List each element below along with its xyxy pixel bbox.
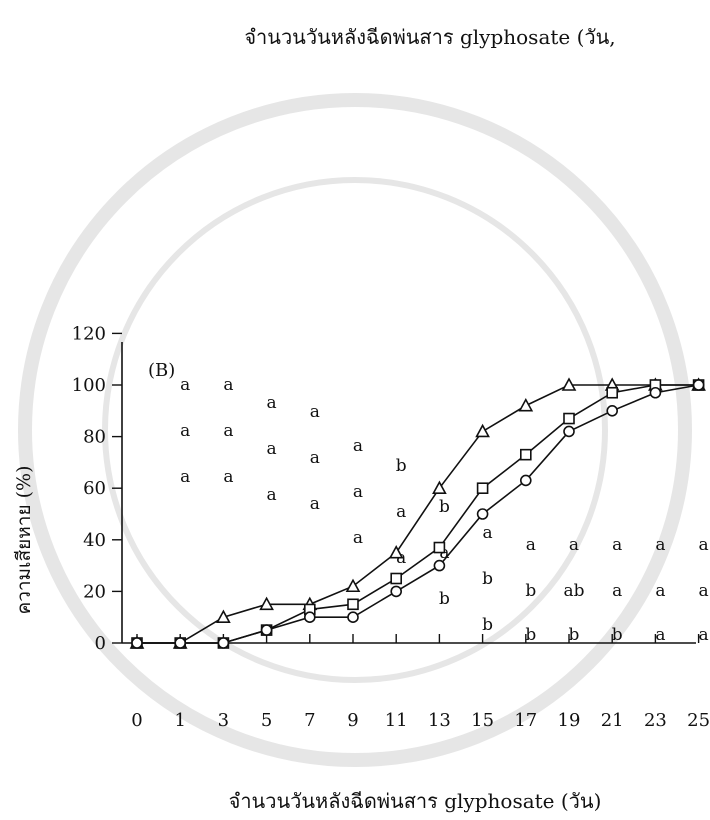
x-tick-label: 1 [174, 710, 185, 731]
significance-letter: a [310, 402, 320, 422]
significance-letter: a [223, 375, 233, 395]
x-tick-label: 19 [558, 710, 581, 731]
circle-point [131, 637, 143, 649]
significance-letter: b [439, 589, 450, 609]
significance-letter: a [655, 625, 665, 645]
y-tick-label: 20 [83, 581, 106, 602]
significance-letter: a [699, 625, 709, 645]
significance-letter: a [180, 421, 190, 441]
x-tick-label: 9 [347, 710, 358, 731]
y-tick-label: 0 [95, 633, 106, 654]
circle-point [347, 611, 359, 624]
y-tick-label: 60 [83, 478, 106, 499]
x-tick-label: 7 [304, 710, 315, 731]
significance-letter: a [612, 535, 622, 555]
circle-point [390, 585, 403, 598]
significance-letter: b [612, 625, 623, 645]
circle-point [303, 611, 316, 624]
significance-letter: a [180, 467, 190, 487]
x-tick-label: 11 [385, 710, 408, 731]
significance-letter: b [525, 581, 536, 601]
circle-point [217, 637, 230, 649]
y-tick-label: 80 [83, 427, 106, 448]
y-axis-ticks: 0 20 40 60 80 100 120 [72, 323, 122, 654]
triangle-point [561, 377, 577, 391]
triangle-point [475, 423, 490, 438]
panel-label: (B) [148, 360, 175, 381]
x-tick-label: 13 [428, 710, 451, 731]
significance-letter: a [699, 535, 709, 555]
significance-letter: a [223, 421, 233, 441]
x-tick-label: 17 [514, 710, 537, 731]
significance-letter: a [612, 581, 622, 601]
significance-letter: a [310, 448, 320, 468]
triangle-point [345, 578, 361, 593]
square-point [390, 572, 403, 585]
circle-point [692, 379, 705, 391]
triangle-point [432, 480, 447, 495]
significance-letter: a [353, 436, 363, 456]
x-tick-label: 21 [601, 710, 624, 731]
square-point [563, 412, 575, 425]
x-tick-label: 25 [687, 710, 710, 731]
y-axis-title: ความเสียหาย (%) [13, 465, 35, 614]
data-series [129, 377, 706, 649]
significance-letter: b [482, 615, 493, 635]
circle-point [174, 637, 186, 649]
x-tick-label: 15 [471, 710, 494, 731]
y-tick-label: 40 [83, 530, 106, 551]
circle-point [260, 624, 273, 636]
significance-letter: a [223, 467, 233, 487]
x-axis-title: จำนวนวันหลังฉีดพ่นสาร glyphosate (วัน) [229, 789, 602, 813]
circle-point [476, 508, 489, 520]
series-line-circle [137, 384, 699, 644]
significance-letter: a [655, 581, 665, 601]
significance-letter: b [396, 456, 407, 476]
significance-letter: a [396, 502, 406, 522]
x-tick-label: 5 [261, 710, 272, 731]
significance-letter: ab [563, 581, 584, 601]
square-point [476, 482, 489, 495]
y-tick-label: 100 [72, 375, 106, 396]
significance-letter: a [353, 528, 363, 548]
triangle-point [216, 609, 231, 624]
significance-letter: b [569, 625, 580, 645]
significance-letter: a [267, 393, 277, 413]
y-tick-label: 120 [72, 323, 106, 344]
circle-point [649, 386, 662, 399]
x-tick-label: 3 [218, 710, 229, 731]
significance-letters: aaaaaabbbbbaaaaaaaaabbabaaaaaaaabbaaaaaa [180, 375, 709, 645]
significance-letter: a [267, 439, 277, 459]
x-tick-label: 23 [644, 710, 667, 731]
significance-letter: a [310, 494, 320, 514]
significance-letter: a [569, 535, 579, 555]
series-line-square [137, 384, 699, 644]
square-point [433, 541, 446, 554]
significance-letter: a [526, 535, 536, 555]
circle-point [606, 404, 619, 417]
circle-point [519, 474, 532, 487]
watermark-emblem [18, 93, 692, 767]
significance-letter: a [353, 482, 363, 502]
square-point [519, 448, 532, 461]
circle-point [563, 425, 575, 438]
series-line-triangle [137, 384, 699, 644]
significance-letter: a [699, 581, 709, 601]
significance-letter: b [525, 625, 536, 645]
x-tick-label: 0 [131, 710, 142, 731]
square-point [606, 386, 619, 399]
triangle-point [259, 596, 274, 611]
circle-point [433, 559, 446, 572]
top-title: จำนวนวันหลังฉีดพ่นสาร glyphosate (วัน, [244, 25, 615, 49]
significance-letter: a [180, 375, 190, 395]
significance-letter: b [482, 569, 493, 589]
significance-letter: a [655, 535, 665, 555]
square-point [347, 598, 359, 611]
significance-letter: a [483, 523, 493, 543]
triangle-point [388, 545, 404, 559]
triangle-point [518, 397, 534, 412]
significance-letter: b [439, 497, 450, 517]
significance-letter: a [267, 485, 277, 505]
